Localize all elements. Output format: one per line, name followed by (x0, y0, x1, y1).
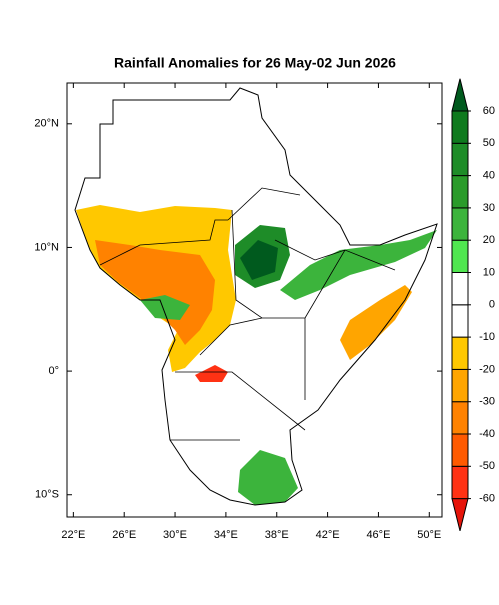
rain-surplus-core (240, 240, 278, 280)
x-tick-label: 50°E (417, 529, 441, 541)
colorbar-box (451, 433, 469, 467)
y-tick-label: 10°N (34, 241, 59, 253)
x-tick-label: 34°E (214, 529, 238, 541)
colorbar-box (451, 175, 469, 209)
rain-deficit-east (340, 285, 412, 360)
colorbar-box (451, 336, 469, 370)
map (74, 87, 438, 506)
colorbar-box (451, 368, 469, 403)
colorbar-extend (451, 78, 469, 112)
colorbar-label: -50 (479, 460, 495, 472)
x-tick-label: 22°E (61, 529, 85, 541)
rain-surplus-south (238, 450, 298, 505)
colorbar-label: 60 (483, 105, 495, 117)
y-tick-label: 10°S (35, 489, 59, 501)
y-tick-label: 20°N (34, 118, 59, 130)
x-tick-label: 42°E (316, 529, 340, 541)
colorbar-label: -10 (479, 331, 495, 343)
title: Rainfall Anomalies for 26 May-02 Jun 202… (114, 55, 396, 71)
colorbar-label: -30 (479, 396, 495, 408)
colorbar-box (451, 465, 469, 500)
rain-surplus-west (140, 295, 190, 320)
colorbar-label: 10 (483, 266, 495, 278)
colorbar-box (451, 142, 469, 177)
x-tick-label: 30°E (163, 529, 187, 541)
y-tick-label: 0° (48, 365, 59, 377)
rain-deficit-lake (195, 365, 228, 382)
x-tick-label: 46°E (366, 529, 390, 541)
x-tick-label: 26°E (112, 529, 136, 541)
colorbar-label: -40 (479, 428, 495, 440)
colorbar-label: 50 (483, 137, 495, 149)
rain-deficit-strong (95, 240, 215, 345)
colorbar-label: 20 (483, 234, 495, 246)
colorbar-box (451, 401, 469, 435)
colorbar-box (451, 304, 469, 338)
colorbar-extend (451, 498, 469, 532)
country-outline (74, 87, 438, 506)
colorbar-label: -20 (479, 363, 495, 375)
colorbar-label: 40 (483, 170, 495, 182)
colorbar-label: 0 (489, 299, 495, 311)
colorbar-box (451, 272, 469, 306)
colorbar-box (451, 207, 469, 241)
colorbar-label: -60 (479, 493, 495, 505)
x-tick-label: 38°E (265, 529, 289, 541)
colorbar-box (451, 110, 469, 144)
map-frame (66, 82, 443, 518)
border-lines (99, 187, 396, 441)
rain-surplus-somalia (280, 230, 437, 300)
colorbar-label: 30 (483, 202, 495, 214)
colorbar-box (451, 239, 469, 273)
